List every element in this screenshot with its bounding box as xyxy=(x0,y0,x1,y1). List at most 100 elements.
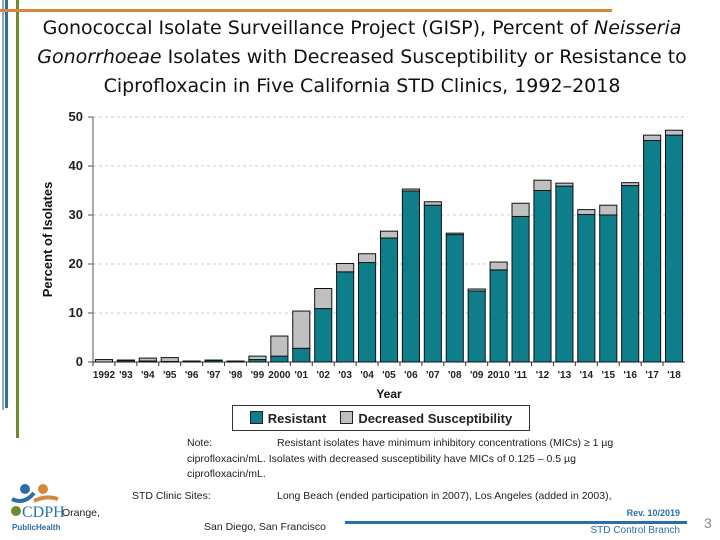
x-tick-label: '06 xyxy=(404,370,418,381)
note-label: Note: xyxy=(187,437,213,449)
bar-decreased xyxy=(599,204,618,216)
bar-resistant xyxy=(423,204,442,363)
x-tick-label: '15 xyxy=(602,370,616,381)
bar-resistant xyxy=(555,185,574,363)
bar-decreased xyxy=(489,261,508,271)
legend-item-decreased: Decreased Susceptibility xyxy=(340,410,512,426)
bar-decreased xyxy=(423,201,442,206)
sites-label: STD Clinic Sites: xyxy=(132,490,211,502)
bar-decreased xyxy=(511,202,530,217)
legend-item-resistant: Resistant xyxy=(249,410,326,426)
bar-decreased xyxy=(533,179,552,192)
x-tick-label: '95 xyxy=(163,370,177,381)
x-tick-label: '01 xyxy=(295,370,309,381)
sites-orange: Orange, xyxy=(62,507,100,519)
bar-decreased xyxy=(555,182,574,187)
bar-resistant xyxy=(467,290,486,363)
y-axis-title: Percent of Isolates xyxy=(40,182,55,298)
bar-resistant xyxy=(292,347,311,363)
bar-decreased xyxy=(577,209,596,216)
y-tick-label: 10 xyxy=(69,305,83,320)
bar-decreased xyxy=(664,129,684,136)
x-tick-label: '07 xyxy=(426,370,440,381)
x-tick-label: '16 xyxy=(623,370,637,381)
bar-decreased xyxy=(138,357,157,362)
x-tick-label: '99 xyxy=(251,370,265,381)
x-tick-label: '93 xyxy=(119,370,133,381)
x-tick-label: '13 xyxy=(558,370,572,381)
x-tick-label: '02 xyxy=(316,370,330,381)
bar-resistant xyxy=(314,308,333,363)
bar-decreased xyxy=(358,253,377,264)
bar-resistant xyxy=(226,360,245,363)
note-line1: Resistant isolates have minimum inhibito… xyxy=(277,437,614,449)
bar-resistant xyxy=(358,262,377,363)
bar-chart: 0 10 20 30 40 50 1992'93 '94 '95 '96 '97 '98 '99 2000… xyxy=(40,109,685,400)
bar-resistant xyxy=(401,190,420,363)
bar-resistant xyxy=(664,134,684,363)
bar-resistant xyxy=(577,214,596,363)
bar-decreased xyxy=(94,359,114,363)
bar-resistant xyxy=(336,271,355,363)
x-tick-label: '94 xyxy=(141,370,155,381)
x-tick-label: '12 xyxy=(536,370,550,381)
x-tick-label: '14 xyxy=(580,370,594,381)
x-tick-label: '96 xyxy=(185,370,199,381)
decor-line-orange xyxy=(0,9,612,12)
bar-resistant xyxy=(445,234,464,363)
bar-resistant xyxy=(599,214,618,363)
x-tick-label: '18 xyxy=(667,370,681,381)
footer-rev: Rev. 10/2019 xyxy=(626,508,680,518)
y-tick-label: 30 xyxy=(69,207,83,222)
bar-decreased xyxy=(270,335,289,357)
svg-text:CDPH: CDPH xyxy=(22,504,65,521)
y-tick-label: 20 xyxy=(69,256,83,271)
bar-resistant xyxy=(379,237,399,363)
page-number: 3 xyxy=(704,515,712,531)
y-tick-label: 50 xyxy=(69,109,83,124)
bar-resistant xyxy=(511,215,530,363)
bar-resistant xyxy=(533,190,552,363)
x-tick-label: 2010 xyxy=(488,370,511,381)
y-tick-label: 0 xyxy=(76,354,83,369)
bar-decreased xyxy=(379,230,399,239)
x-tick-label: '03 xyxy=(338,370,352,381)
x-tick-label: 1992 xyxy=(93,370,116,381)
bar-decreased xyxy=(292,310,311,349)
svg-text:PublicHealth: PublicHealth xyxy=(12,523,61,532)
bar-decreased xyxy=(445,232,464,236)
sites-line1: Long Beach (ended participation in 2007)… xyxy=(277,490,612,502)
x-tick-label: '17 xyxy=(645,370,659,381)
bar-resistant xyxy=(182,360,201,363)
bar-resistant xyxy=(489,269,508,363)
bar-decreased xyxy=(160,357,179,363)
decor-line-blue xyxy=(5,0,8,408)
x-tick-label: '98 xyxy=(229,370,243,381)
decor-line-green xyxy=(16,0,19,438)
footer-rule xyxy=(345,521,687,524)
bar-decreased xyxy=(643,134,662,142)
note-line3: ciprofloxacin/mL. xyxy=(187,468,266,480)
x-tick-label: 2000 xyxy=(268,370,291,381)
slide-title: Gonococcal Isolate Surveillance Project … xyxy=(37,17,687,97)
bar-resistant xyxy=(621,185,640,363)
x-axis-title: Year xyxy=(376,387,402,400)
y-tick-label: 40 xyxy=(69,158,83,173)
bar-decreased xyxy=(336,263,355,273)
decor-line-gray xyxy=(2,0,4,410)
footer-branch: STD Control Branch xyxy=(590,525,680,536)
bar-decreased xyxy=(314,288,333,310)
bar-resistant xyxy=(270,355,289,363)
cdph-logo: CDPH PublicHealth xyxy=(6,475,66,537)
note-line2: ciprofloxacin/mL. Isolates with decrease… xyxy=(187,453,576,465)
x-tick-label: '04 xyxy=(360,370,374,381)
x-tick-label: '11 xyxy=(514,370,527,381)
x-tick-label: '97 xyxy=(207,370,221,381)
x-tick-label: '05 xyxy=(382,370,396,381)
bar-decreased xyxy=(467,288,486,292)
chart-legend: Resistant Decreased Susceptibility xyxy=(232,405,530,431)
x-tick-label: '09 xyxy=(470,370,484,381)
bar-decreased xyxy=(401,188,420,192)
sites-line2: San Diego, San Francisco xyxy=(204,521,326,533)
x-tick-label: '08 xyxy=(448,370,462,381)
